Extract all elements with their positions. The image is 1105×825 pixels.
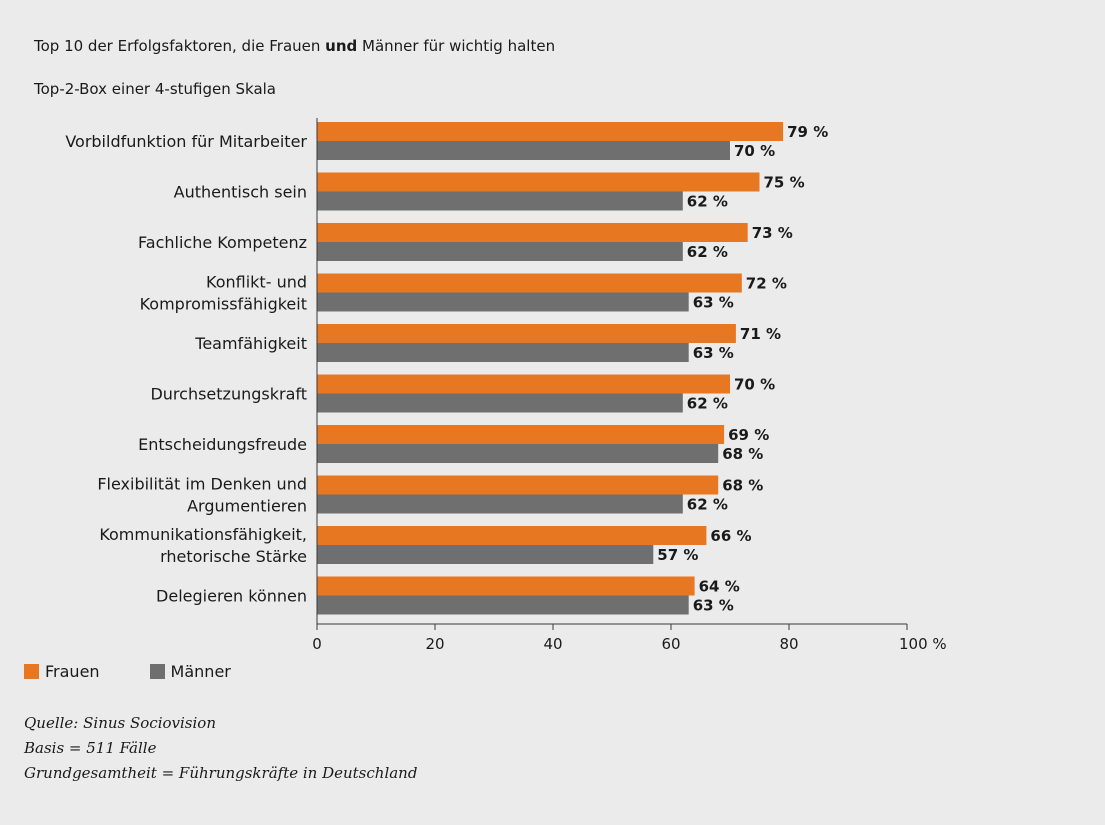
category-label-3: Fachliche Kompetenz	[138, 233, 307, 252]
bar-frauen-3	[317, 223, 748, 242]
chart-subtitle: Top-2-Box einer 4-stufigen Skala	[34, 80, 276, 98]
category-label-4-line2: Kompromissfähigkeit	[140, 295, 307, 314]
x-tick-label-60: 60	[661, 635, 680, 653]
bar-frauen-10	[317, 576, 695, 596]
legend-swatch-frauen	[24, 664, 39, 679]
value-label-frauen-8: 68 %	[722, 477, 763, 495]
value-label-maenner-10: 63 %	[693, 597, 734, 615]
legend: Frauen Männer	[24, 662, 231, 681]
legend-item-frauen: Frauen	[24, 662, 100, 681]
bar-chart: 79 % 70 % Vorbildfunktion für Mitarbeiter 7…	[65, 118, 947, 653]
legend-item-maenner: Männer	[149, 662, 231, 681]
bar-maenner-1	[317, 141, 730, 160]
value-label-frauen-5: 71 %	[740, 325, 781, 343]
bar-frauen-1	[317, 122, 784, 141]
bar-frauen-8	[317, 475, 719, 495]
category-label-8-line1: Flexibilität im Denken und	[97, 475, 307, 494]
chart-title-part2: Männer für wichtig halten	[357, 37, 556, 55]
value-label-maenner-7: 68 %	[722, 445, 763, 463]
value-label-frauen-10: 64 %	[699, 578, 740, 596]
footnotes: Quelle: Sinus Sociovision Basis = 511 Fä…	[24, 711, 417, 786]
bar-frauen-6	[317, 374, 730, 394]
value-label-frauen-7: 69 %	[728, 426, 769, 444]
value-label-maenner-2: 62 %	[687, 193, 728, 211]
category-label-10: Delegieren können	[156, 587, 307, 606]
category-label-1: Vorbildfunktion für Mitarbeiter	[65, 132, 307, 151]
category-label-9-line2: rhetorische Stärke	[160, 547, 307, 566]
legend-label-frauen: Frauen	[45, 662, 100, 681]
x-tick-label-80: 80	[779, 635, 798, 653]
footnote-source: Quelle: Sinus Sociovision	[24, 714, 216, 732]
category-label-2: Authentisch sein	[174, 183, 307, 202]
chart-title: Top 10 der Erfolgsfaktoren, die Frauen u…	[34, 37, 555, 55]
value-label-maenner-3: 62 %	[687, 243, 728, 261]
bar-frauen-2	[317, 172, 760, 192]
bar-maenner-10	[317, 595, 689, 615]
x-tick-label-20: 20	[425, 635, 444, 653]
footnote-basis: Basis = 511 Fälle	[24, 739, 157, 757]
value-label-maenner-4: 63 %	[693, 294, 734, 312]
x-tick-label-40: 40	[543, 635, 562, 653]
bar-maenner-8	[317, 494, 683, 514]
value-label-frauen-4: 72 %	[746, 275, 787, 293]
category-label-4-line1: Konflikt- und	[206, 273, 307, 292]
value-label-maenner-5: 63 %	[693, 344, 734, 362]
bar-maenner-6	[317, 393, 683, 413]
bar-maenner-5	[317, 343, 689, 362]
category-label-6: Durchsetzungskraft	[150, 385, 307, 404]
bar-maenner-4	[317, 292, 689, 312]
bar-frauen-4	[317, 273, 742, 293]
value-label-maenner-6: 62 %	[687, 395, 728, 413]
category-label-9-line1: Kommunikationsfähigkeit,	[99, 525, 307, 544]
bar-maenner-9	[317, 545, 654, 564]
value-label-maenner-9: 57 %	[657, 546, 698, 564]
value-label-frauen-3: 73 %	[752, 224, 793, 242]
value-label-frauen-9: 66 %	[710, 527, 751, 545]
x-tick-label-0: 0	[312, 635, 322, 653]
bar-frauen-7	[317, 425, 725, 444]
value-label-frauen-6: 70 %	[734, 376, 775, 394]
value-label-frauen-1: 79 %	[787, 123, 828, 141]
value-label-frauen-2: 75 %	[764, 174, 805, 192]
value-label-maenner-8: 62 %	[687, 496, 728, 514]
legend-swatch-maenner	[149, 664, 165, 679]
bar-maenner-3	[317, 242, 683, 261]
bar-frauen-5	[317, 324, 736, 343]
x-tick-label-100: 100 %	[899, 635, 947, 653]
bar-frauen-9	[317, 526, 707, 545]
bar-maenner-7	[317, 444, 719, 463]
chart-title-bold: und	[325, 37, 358, 55]
chart-title-part1: Top 10 der Erfolgsfaktoren, die Frauen	[34, 37, 326, 55]
value-label-maenner-1: 70 %	[734, 142, 775, 160]
footnote-population: Grundgesamtheit = Führungskräfte in Deut…	[24, 764, 418, 782]
legend-label-maenner: Männer	[170, 662, 231, 681]
bar-maenner-2	[317, 191, 683, 211]
category-label-7: Entscheidungsfreude	[138, 435, 307, 454]
category-label-5: Teamfähigkeit	[194, 334, 307, 353]
category-label-8-line2: Argumentieren	[187, 497, 307, 516]
